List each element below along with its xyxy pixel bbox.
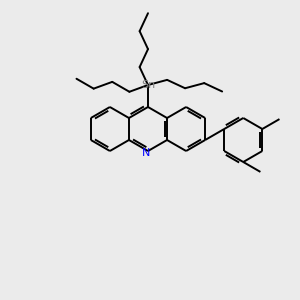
Text: N: N — [142, 148, 150, 158]
Text: Sn: Sn — [141, 80, 155, 90]
